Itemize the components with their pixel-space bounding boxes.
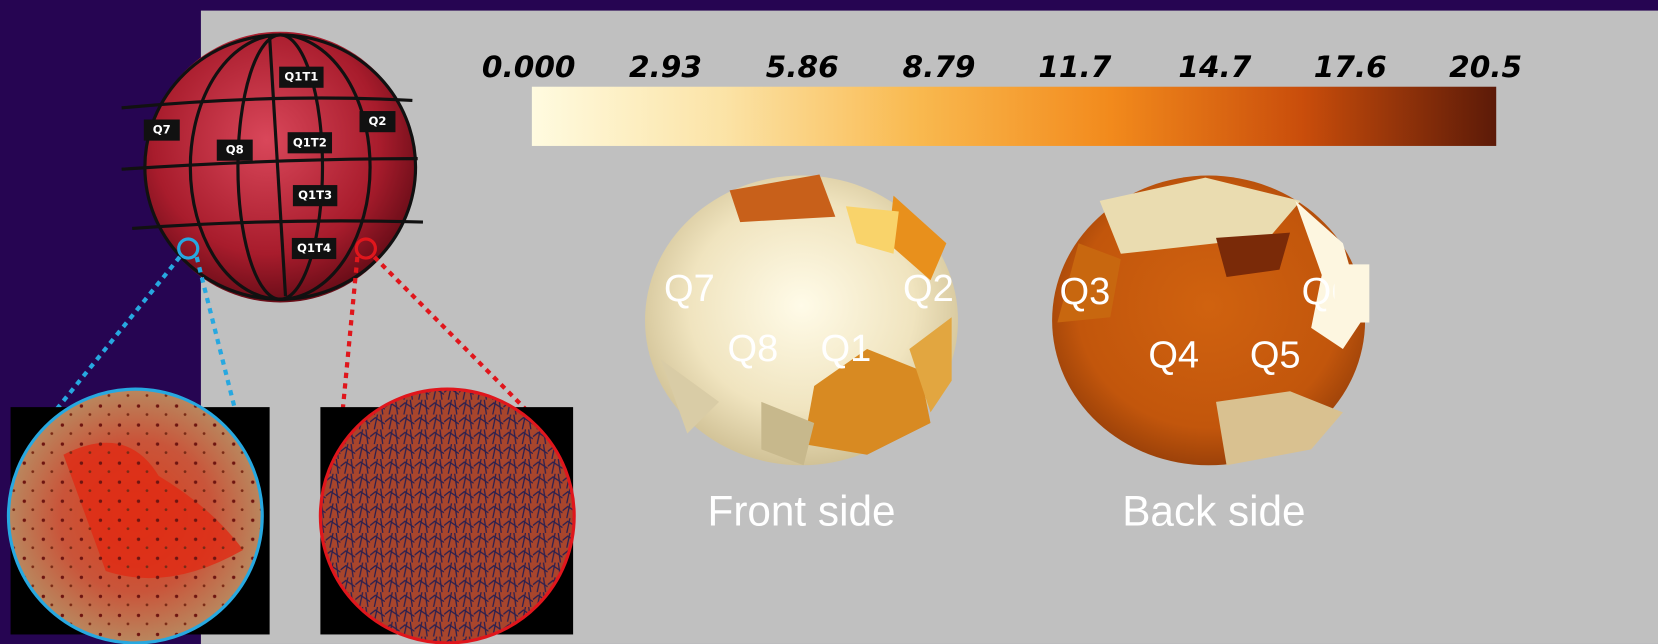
caption: Front side: [708, 488, 896, 535]
caption: Back side: [1122, 488, 1305, 535]
region-label: Q7: [153, 123, 171, 137]
back-sphere: Q3 Q6 Q4 Q5 Back side: [1052, 175, 1370, 535]
tick-label: 0.000: [482, 50, 576, 84]
region-label: Q8: [727, 328, 778, 370]
apple-photo: Q1T1 Q7 Q8 Q1T2 Q2 Q1T3 Q1T4: [35, 31, 552, 436]
tick-label: 8.79: [903, 50, 976, 84]
region-label: Q1T2: [293, 135, 327, 149]
region-label: Q2: [903, 268, 954, 310]
region-label: Q1T4: [297, 241, 331, 255]
tick-label: 5.86: [766, 50, 839, 84]
region-label: Q1T1: [284, 70, 318, 84]
region-label: Q4: [1148, 334, 1199, 376]
tick-label: 17.6: [1314, 50, 1387, 84]
region-label: Q1: [821, 328, 872, 370]
microscope-image: [6, 387, 270, 644]
region-label: Q1T3: [298, 188, 332, 202]
colorbar: 0.000 2.93 5.86 8.79 11.7 14.7 17.6 20.5: [482, 50, 1522, 146]
tick-label: 14.7: [1178, 50, 1251, 84]
front-sphere: Q7 Q2 Q8 Q1 Front side: [645, 174, 959, 535]
colorbar-gradient: [531, 86, 1497, 146]
tick-label: 11.7: [1038, 50, 1111, 84]
region-label: Q3: [1060, 271, 1111, 313]
tick-label: 20.5: [1449, 50, 1522, 84]
region-label: Q8: [226, 143, 244, 157]
region-label: Q5: [1250, 334, 1301, 376]
tick-label: 2.93: [629, 50, 702, 84]
region-label: Q7: [664, 268, 715, 310]
microscope-image: [318, 387, 576, 644]
region-label: Q2: [368, 114, 386, 128]
